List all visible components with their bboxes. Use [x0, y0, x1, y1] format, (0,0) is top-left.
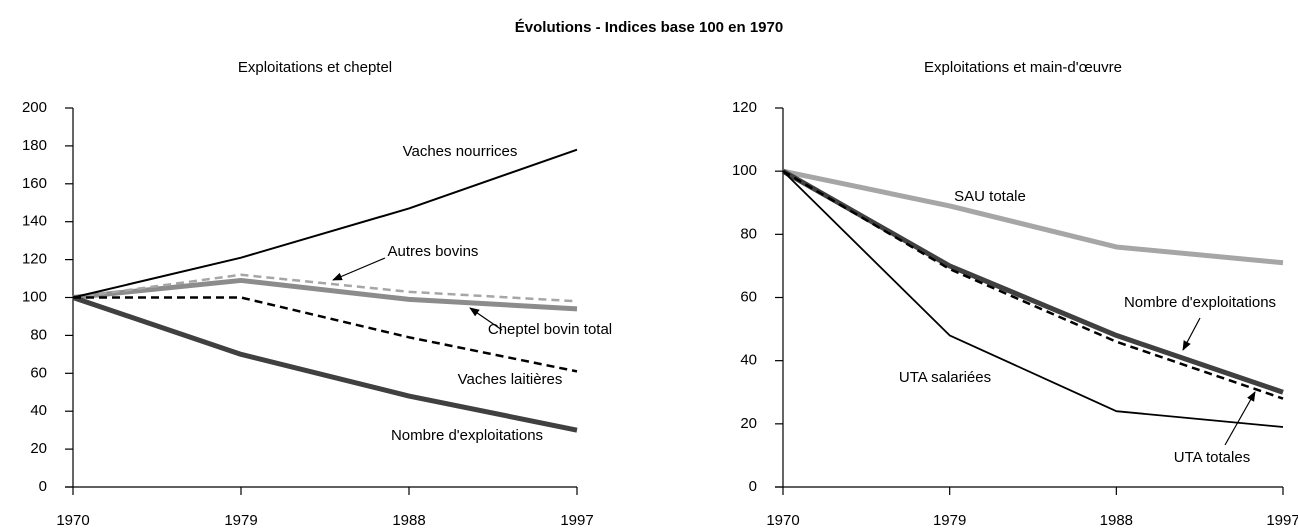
y-tick-label: 0 [749, 478, 757, 495]
x-tick-label: 1979 [933, 512, 966, 529]
series-label: Cheptel bovin total [488, 321, 612, 338]
series-label: Nombre d'exploitations [391, 427, 543, 444]
x-tick-label: 1997 [560, 512, 593, 529]
series-label: Vaches nourrices [403, 143, 518, 160]
x-tick-label: 1970 [56, 512, 89, 529]
y-tick-label: 80 [30, 326, 47, 343]
subplot-title: Exploitations et main-d'œuvre [924, 59, 1122, 76]
y-tick-label: 60 [30, 364, 47, 381]
y-tick-label: 60 [740, 288, 757, 305]
x-tick-label: 1988 [392, 512, 425, 529]
subplot-title: Exploitations et cheptel [238, 59, 392, 76]
y-tick-label: 120 [732, 99, 757, 116]
chart-title: Évolutions - Indices base 100 en 1970 [515, 19, 783, 36]
x-tick-label: 1979 [224, 512, 257, 529]
label-arrow [1224, 391, 1256, 446]
y-tick-label: 100 [732, 162, 757, 179]
y-tick-label: 200 [22, 99, 47, 116]
series-label: SAU totale [954, 188, 1026, 205]
series-line [781, 168, 1284, 395]
series-label: UTA totales [1174, 449, 1250, 466]
y-tick-label: 40 [740, 352, 757, 369]
y-tick-label: 120 [22, 251, 47, 268]
series-label: UTA salariées [899, 369, 991, 386]
series-line [72, 277, 578, 312]
series-line [73, 296, 578, 373]
series-label: Nombre d'exploitations [1124, 294, 1276, 311]
series-line [782, 170, 1284, 400]
series-label: Vaches laitières [458, 371, 563, 388]
y-tick-label: 80 [740, 225, 757, 242]
label-arrow [332, 257, 386, 281]
label-arrow [469, 307, 503, 331]
series-line [72, 295, 578, 433]
series-label: Autres bovins [388, 243, 479, 260]
series-line [72, 273, 578, 303]
label-arrow [1182, 317, 1201, 351]
y-tick-label: 40 [30, 402, 47, 419]
series-line [782, 168, 1284, 266]
y-tick-label: 100 [22, 288, 47, 305]
y-tick-label: 140 [22, 213, 47, 230]
series-line [72, 148, 578, 299]
y-tick-label: 180 [22, 137, 47, 154]
y-tick-label: 0 [39, 478, 47, 495]
series-line [782, 170, 1284, 428]
y-tick-label: 160 [22, 175, 47, 192]
x-tick-label: 1997 [1266, 512, 1298, 529]
y-tick-label: 20 [740, 415, 757, 432]
x-tick-label: 1988 [1100, 512, 1133, 529]
y-tick-label: 20 [30, 440, 47, 457]
x-tick-label: 1970 [766, 512, 799, 529]
